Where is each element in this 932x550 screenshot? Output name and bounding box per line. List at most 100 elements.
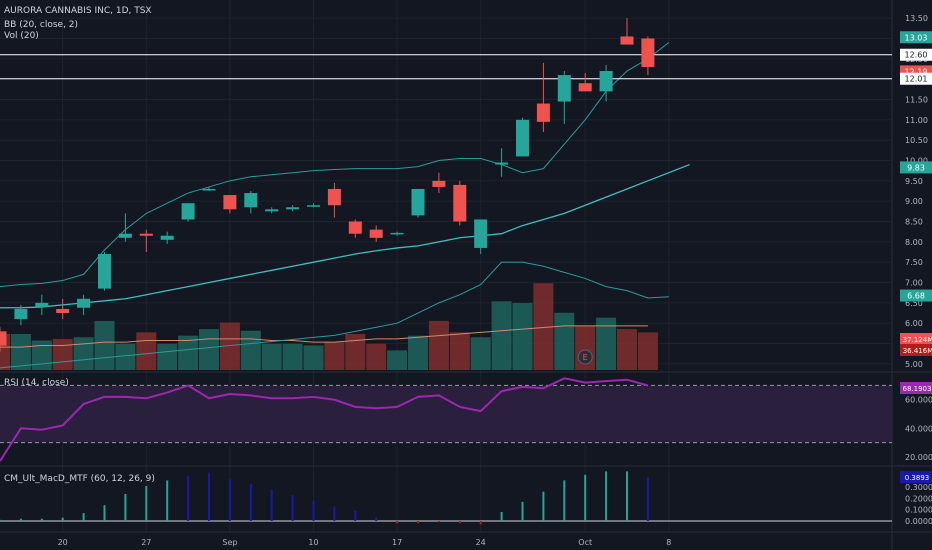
time-axis-tick: 17 xyxy=(392,538,402,547)
time-axis-tick: Oct xyxy=(578,538,592,547)
candle-body xyxy=(14,308,28,320)
time-axis-tick: 27 xyxy=(141,538,151,547)
macd-value-label-bg xyxy=(900,471,932,484)
macd-histogram-bar xyxy=(333,506,336,521)
candle-body xyxy=(453,184,467,222)
candle-body xyxy=(599,71,613,92)
price-axis-tick: 11.50 xyxy=(905,95,928,104)
macd-histogram-bar xyxy=(291,495,294,521)
price-axis-tick: 13.50 xyxy=(905,14,928,23)
candle-body xyxy=(432,180,446,187)
time-axis-tick: 10 xyxy=(308,538,318,547)
candle-body xyxy=(557,75,571,102)
candle-body xyxy=(411,188,425,216)
volume-bar xyxy=(617,329,637,370)
price-axis-label-bg xyxy=(900,48,932,61)
macd-histogram-bar xyxy=(228,479,231,521)
candle-body xyxy=(0,331,7,346)
volume-bar xyxy=(136,332,157,370)
volume-bar xyxy=(303,345,324,370)
candle-body xyxy=(98,254,111,289)
macd-histogram-bar xyxy=(270,489,273,521)
candle-body xyxy=(495,162,509,165)
candle-body xyxy=(244,193,258,208)
volume-bar xyxy=(31,340,52,370)
price-axis-tick: 7.50 xyxy=(905,258,923,267)
earnings-marker: E xyxy=(577,349,593,365)
macd-histogram-bar xyxy=(646,477,649,521)
rsi-line xyxy=(0,377,649,462)
rsi-indicator-label[interactable]: RSI (14, close) xyxy=(4,378,69,388)
macd-axis-tick: 0.1000 xyxy=(905,506,932,515)
volume-bar xyxy=(345,334,366,370)
macd-histogram-bar xyxy=(626,471,628,521)
price-axis-tick: 7.00 xyxy=(905,279,923,288)
price-axis-label: 13.03 xyxy=(905,33,928,42)
macd-histogram-bar xyxy=(437,520,440,523)
price-axis-tick: 8.50 xyxy=(905,218,923,227)
bb-indicator-label[interactable]: BB (20, close, 2) xyxy=(4,20,79,30)
price-axis-label: 6.68 xyxy=(907,292,925,301)
volume-bar xyxy=(387,350,408,370)
rsi-value-label-bg xyxy=(900,382,932,395)
volume-bar xyxy=(157,343,178,370)
volume-label: 36.416M xyxy=(903,347,932,355)
volume-bar xyxy=(219,322,240,370)
macd-histogram-bar xyxy=(605,471,608,521)
price-axis-tick: 6.00 xyxy=(905,319,923,328)
volume-bar xyxy=(554,312,575,370)
macd-histogram-bar xyxy=(521,501,524,521)
candle-body xyxy=(369,229,383,238)
macd-histogram-bar xyxy=(208,472,210,521)
volume-bar xyxy=(491,301,512,370)
bb-basis-line xyxy=(0,163,690,309)
volume-bar xyxy=(282,343,303,370)
volume-bar xyxy=(73,337,94,370)
candle-body xyxy=(578,83,592,92)
macd-histogram-bar xyxy=(124,493,127,521)
volume-label: 37.124M xyxy=(903,336,932,344)
price-axis-label: 9.83 xyxy=(907,163,925,172)
candle-body xyxy=(77,298,91,308)
bb-upper-line xyxy=(0,42,670,288)
volume-bar xyxy=(0,334,10,370)
price-axis-tick: 6.50 xyxy=(905,299,923,308)
macd-histogram-bar xyxy=(584,474,587,521)
time-axis-tick: 20 xyxy=(58,538,68,547)
macd-histogram-bar xyxy=(19,518,22,521)
price-axis-label: 12.60 xyxy=(905,51,928,60)
price-axis-label-bg xyxy=(900,72,932,85)
volume-bar xyxy=(115,343,136,370)
volume-label-bg xyxy=(900,344,932,356)
volume-bar xyxy=(366,343,387,370)
time-axis-tick: Sep xyxy=(222,538,237,547)
macd-histogram-bar xyxy=(500,511,503,521)
price-axis-tick: 8.00 xyxy=(905,238,923,247)
macd-indicator-label[interactable]: CM_Ult_MacD_MTF (60, 12, 26, 9) xyxy=(4,474,155,484)
bb-lower-line xyxy=(0,261,669,369)
price-axis-tick: 9.50 xyxy=(905,177,923,186)
macd-axis-tick: 0.3000 xyxy=(905,483,932,492)
candle-body xyxy=(160,235,174,240)
macd-histogram-bar xyxy=(249,483,252,521)
candle-body xyxy=(35,302,49,307)
macd-histogram-bar xyxy=(187,475,190,521)
price-axis-tick: 5.00 xyxy=(905,360,923,369)
time-axis-tick: 24 xyxy=(476,538,486,547)
candle-body xyxy=(348,221,362,234)
volume-ma-line xyxy=(0,325,648,348)
volume-bar xyxy=(408,335,428,370)
candle-body xyxy=(516,119,529,157)
macd-histogram-bar xyxy=(479,520,482,525)
macd-histogram-bar xyxy=(542,491,545,521)
candle-body xyxy=(223,195,237,210)
volume-indicator-label[interactable]: Vol (20) xyxy=(4,31,39,41)
time-axis-tick: 8 xyxy=(666,538,671,547)
rsi-axis-tick: 60.0000 xyxy=(905,396,932,405)
earnings-marker-label: E xyxy=(583,353,588,362)
candle-body xyxy=(536,103,550,122)
candle-body xyxy=(307,205,320,207)
macd-histogram-bar xyxy=(375,517,378,521)
price-axis-tick: 10.00 xyxy=(905,156,928,165)
